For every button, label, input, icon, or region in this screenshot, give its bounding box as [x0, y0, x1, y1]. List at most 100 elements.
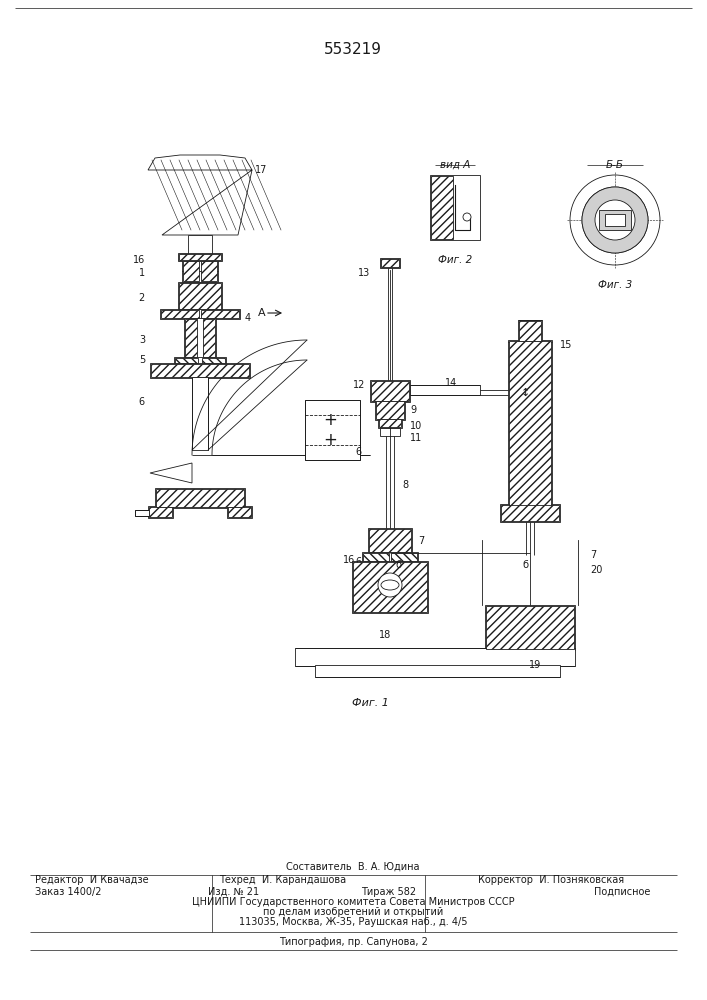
Bar: [380, 258, 400, 268]
Bar: [353, 562, 427, 612]
Text: Составитель  В. А. Юдина: Составитель В. А. Юдина: [286, 862, 420, 872]
Text: ↕: ↕: [520, 388, 530, 398]
Bar: [379, 419, 401, 427]
Text: 17: 17: [255, 165, 267, 175]
Bar: [203, 319, 215, 357]
Text: Изд. № 21: Изд. № 21: [208, 887, 259, 897]
Bar: [369, 529, 411, 552]
Text: 16: 16: [343, 555, 355, 565]
Text: б: б: [522, 560, 528, 570]
Bar: [151, 364, 249, 377]
Bar: [179, 283, 221, 309]
Text: Тираж 582: Тираж 582: [361, 887, 416, 897]
Text: Корректор  И. Позняковская: Корректор И. Позняковская: [479, 875, 624, 885]
Text: 1: 1: [139, 268, 145, 278]
Text: 7: 7: [418, 536, 424, 546]
Text: 11: 11: [410, 433, 422, 443]
Bar: [178, 282, 222, 310]
Bar: [175, 358, 198, 363]
Bar: [508, 340, 552, 520]
Bar: [174, 357, 226, 364]
Bar: [352, 561, 428, 613]
Circle shape: [378, 573, 402, 597]
Bar: [315, 665, 560, 677]
Text: +: +: [323, 411, 337, 429]
Text: +: +: [323, 431, 337, 449]
Bar: [156, 489, 244, 507]
Text: вид A: вид A: [440, 160, 470, 170]
Text: 16: 16: [133, 255, 145, 265]
Bar: [201, 310, 239, 318]
Text: 19: 19: [529, 660, 541, 670]
Text: Типография, пр. Сапунова, 2: Типография, пр. Сапунова, 2: [279, 937, 428, 947]
Circle shape: [570, 175, 660, 265]
Bar: [500, 504, 560, 522]
Circle shape: [582, 187, 648, 253]
Text: б: б: [395, 560, 401, 570]
Bar: [375, 400, 405, 420]
Bar: [188, 235, 212, 255]
Bar: [605, 214, 625, 226]
Text: Б-Б: Б-Б: [606, 160, 624, 170]
Text: 14: 14: [445, 378, 457, 388]
Bar: [295, 648, 575, 666]
Bar: [599, 210, 631, 230]
Bar: [376, 401, 404, 419]
Bar: [381, 259, 399, 267]
Bar: [160, 309, 240, 319]
Bar: [501, 505, 559, 521]
Polygon shape: [150, 463, 192, 483]
Bar: [178, 253, 222, 261]
Bar: [518, 320, 542, 342]
Text: Фиг. 1: Фиг. 1: [351, 698, 388, 708]
Bar: [368, 528, 412, 553]
Bar: [149, 507, 172, 517]
Bar: [430, 175, 480, 240]
Text: 6: 6: [356, 557, 362, 567]
Text: Фиг. 3: Фиг. 3: [598, 280, 632, 290]
Bar: [228, 507, 251, 517]
Bar: [362, 552, 418, 562]
Text: Редактор  И Квачадзе: Редактор И Квачадзе: [35, 875, 149, 885]
Polygon shape: [148, 155, 252, 235]
Text: по делам изобретений и открытий: по делам изобретений и открытий: [263, 907, 443, 917]
Bar: [135, 510, 149, 516]
Bar: [370, 380, 410, 402]
Text: 8: 8: [402, 480, 408, 490]
Text: ЦНИИПИ Государственного комитета Совета Министров СССР: ЦНИИПИ Государственного комитета Совета …: [192, 897, 514, 907]
Bar: [227, 506, 252, 518]
Text: 12: 12: [353, 380, 365, 390]
Bar: [183, 261, 199, 281]
Bar: [485, 605, 575, 650]
Bar: [410, 385, 480, 395]
Circle shape: [463, 213, 471, 221]
Text: 5: 5: [139, 355, 145, 365]
Bar: [391, 553, 417, 561]
Bar: [201, 261, 217, 281]
Text: 7: 7: [590, 550, 596, 560]
Text: 2: 2: [139, 293, 145, 303]
Text: 3: 3: [139, 335, 145, 345]
Circle shape: [582, 187, 648, 253]
Bar: [519, 321, 541, 341]
Text: Подписное: Подписное: [594, 887, 650, 897]
Ellipse shape: [381, 580, 399, 590]
Text: 10: 10: [410, 421, 422, 431]
Text: Фиг. 2: Фиг. 2: [438, 255, 472, 265]
Bar: [486, 606, 574, 649]
Text: 20: 20: [590, 565, 602, 575]
Text: 18: 18: [379, 630, 391, 640]
Bar: [182, 260, 218, 282]
Text: 6: 6: [139, 397, 145, 407]
Bar: [202, 358, 225, 363]
Bar: [305, 400, 360, 460]
Bar: [431, 176, 453, 239]
Text: Техред  И. Карандашова: Техред И. Карандашова: [219, 875, 346, 885]
Text: 9: 9: [410, 405, 416, 415]
Text: Заказ 1400/2: Заказ 1400/2: [35, 887, 102, 897]
Bar: [179, 254, 221, 260]
Bar: [155, 488, 245, 508]
Bar: [378, 418, 402, 428]
Text: 553219: 553219: [324, 42, 382, 57]
Text: 113035, Москва, Ж-35, Раушская наб., д. 4/5: 113035, Москва, Ж-35, Раушская наб., д. …: [239, 917, 467, 927]
